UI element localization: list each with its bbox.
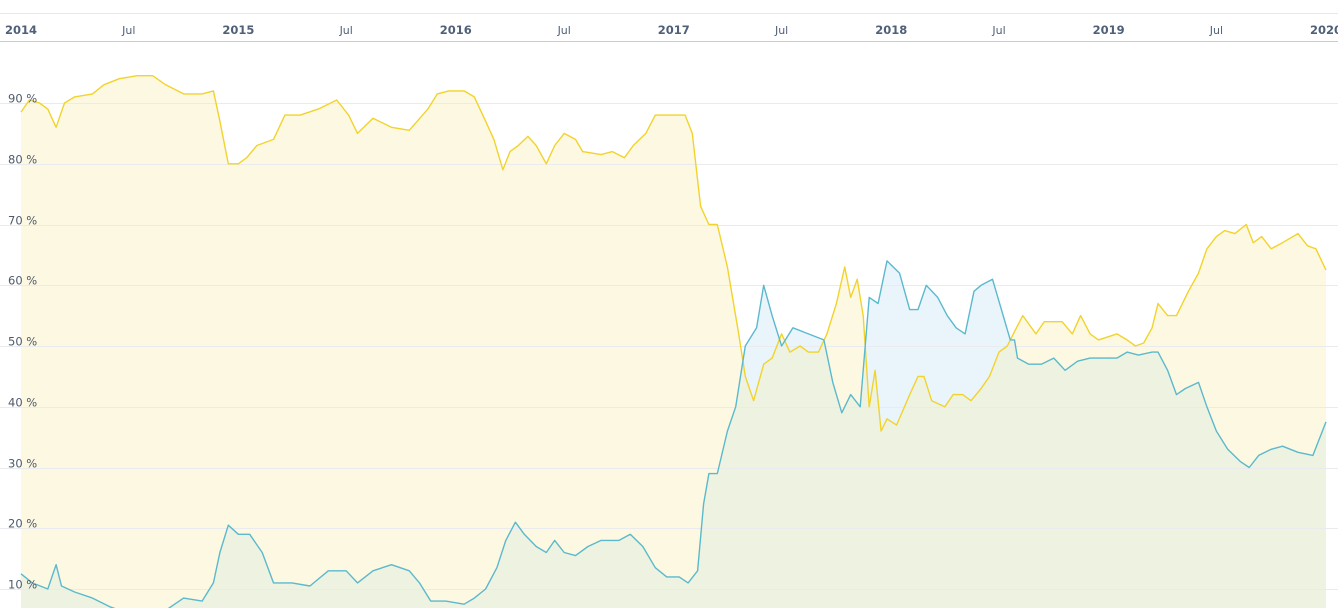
y-tick-label: 90 % — [8, 92, 37, 106]
x-tick-label-year: 2016 — [440, 23, 472, 37]
y-axis: 10 % 20 % 30 % 40 % 50 % 60 % 70 % 80 % 90 % — [8, 92, 37, 592]
x-tick-label-month: Jul — [774, 24, 788, 37]
x-tick-label-year: 2019 — [1093, 23, 1125, 37]
gridlines — [0, 103, 1338, 590]
x-tick-label-month: Jul — [1209, 24, 1223, 37]
y-tick-label: 40 % — [8, 396, 37, 410]
series-fills — [21, 75, 1326, 608]
x-tick-label-month: Jul — [339, 24, 353, 37]
x-axis: 2014 Jul 2015 Jul 2016 Jul 2017 Jul 2018 Jul 2019 J… — [0, 13, 1338, 42]
x-tick-label-year: 2017 — [658, 23, 690, 37]
y-tick-label: 50 % — [8, 335, 37, 349]
series-1-line — [20, 75, 1327, 432]
y-tick-label: 60 % — [8, 274, 37, 288]
series-lines — [20, 75, 1327, 608]
y-tick-label: 30 % — [8, 457, 37, 471]
y-tick-label: 10 % — [8, 578, 37, 592]
x-tick-label-year: 2015 — [222, 23, 254, 37]
y-tick-label: 70 % — [8, 214, 37, 228]
y-tick-label: 80 % — [8, 153, 37, 167]
x-tick-label-year: 2018 — [875, 23, 907, 37]
x-tick-label-month: Jul — [991, 24, 1005, 37]
x-tick-label-month: Jul — [557, 24, 571, 37]
x-tick-label-year: 2020 — [1310, 23, 1338, 37]
series-2-line — [20, 260, 1327, 608]
x-tick-label-month: Jul — [121, 24, 135, 37]
x-tick-label-year: 2014 — [5, 23, 37, 37]
y-tick-label: 20 % — [8, 517, 37, 531]
